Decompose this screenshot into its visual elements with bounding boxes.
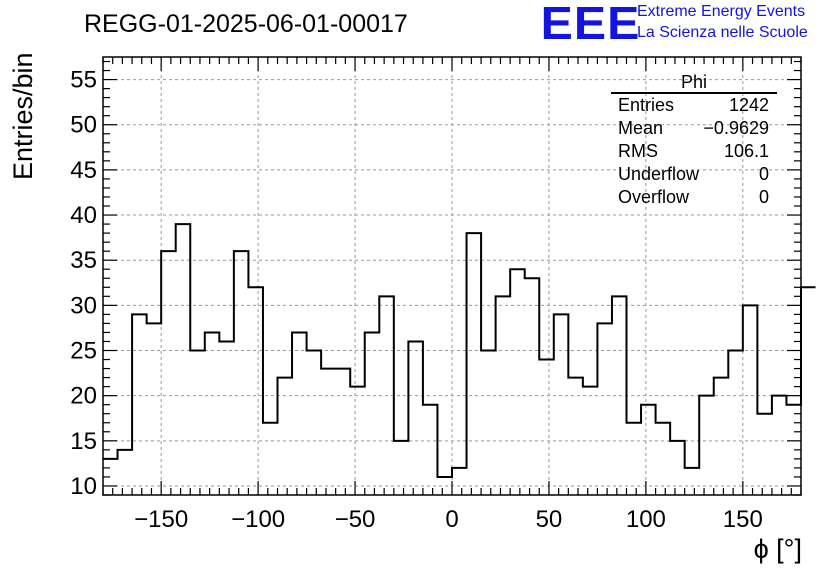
stats-label: Entries: [618, 95, 675, 115]
histogram-bin: [627, 423, 642, 495]
histogram-bin: [539, 360, 554, 495]
histogram-bin: [307, 351, 322, 495]
x-tick-label: 100: [626, 506, 666, 533]
histogram-bin: [321, 369, 336, 495]
histogram-bin: [496, 296, 511, 495]
histogram-bin: [612, 296, 627, 495]
histogram-bin: [365, 332, 380, 495]
y-tick-label: 25: [70, 338, 97, 365]
y-tick-label: 40: [70, 202, 97, 229]
histogram-bin: [147, 323, 162, 495]
histogram-bin: [597, 323, 612, 495]
stats-label: Overflow: [618, 187, 690, 207]
stats-row: Underflow 0: [611, 163, 777, 186]
y-tick-label: 10: [70, 473, 97, 500]
y-tick-label: 50: [70, 112, 97, 139]
x-tick-label: 0: [445, 506, 458, 533]
histogram-bin: [394, 441, 409, 495]
histogram-bin: [423, 405, 438, 495]
x-tick-label: 150: [723, 506, 763, 533]
x-tick-label: −50: [335, 506, 376, 533]
stats-row: Overflow 0: [611, 186, 777, 209]
histogram-bin: [801, 287, 816, 495]
logo-line-1: Extreme Energy Events: [637, 3, 806, 20]
logo-line-2: La Scienza nelle Scuole: [637, 24, 808, 41]
stats-value: −0.9629: [703, 118, 769, 138]
y-tick-label: 15: [70, 428, 97, 455]
histogram-bin: [583, 387, 598, 495]
histogram-bin: [510, 269, 525, 495]
stats-label: Underflow: [618, 164, 700, 184]
stats-row: RMS 106.1: [611, 140, 777, 163]
histogram-bin: [670, 441, 685, 495]
histogram-bin: [379, 296, 394, 495]
histogram-bin: [568, 378, 583, 495]
stats-box: Phi Entries 1242 Mean −0.9629 RMS 106.1 …: [611, 72, 777, 209]
histogram-bin: [757, 414, 772, 495]
x-tick-label: −100: [231, 506, 285, 533]
histogram-bin: [452, 468, 467, 495]
stats-value: 106.1: [723, 141, 769, 161]
histogram-bin: [278, 378, 293, 495]
histogram-bin: [467, 233, 482, 495]
y-tick-label: 35: [70, 247, 97, 274]
histogram-bin: [743, 305, 758, 495]
histogram-bin: [656, 423, 671, 495]
histogram-series: [103, 223, 816, 478]
histogram-bin: [728, 351, 743, 495]
y-tick-label: 20: [70, 383, 97, 410]
x-tick-label: −150: [134, 506, 188, 533]
histogram-bin: [132, 314, 147, 495]
histogram-bin: [161, 251, 176, 495]
histogram-bin: [554, 314, 569, 495]
stats-value: 1242: [728, 95, 769, 115]
x-tick-label: 50: [536, 506, 563, 533]
eee-logo: EEE: [540, 0, 641, 49]
stats-value: 0: [758, 187, 769, 207]
histogram-bin: [350, 387, 365, 495]
histogram-bin: [205, 332, 220, 495]
histogram-bin: [772, 396, 787, 495]
stats-title: Phi: [611, 72, 777, 94]
stats-value: 0: [758, 164, 769, 184]
x-axis-label: ϕ [°]: [753, 534, 802, 564]
stats-label: Mean: [618, 118, 664, 138]
histogram-bin: [525, 278, 540, 495]
stats-label: RMS: [618, 141, 658, 161]
histogram-bin: [248, 287, 263, 495]
histogram-bin: [481, 351, 496, 495]
histogram-bin: [292, 332, 307, 495]
histogram-bin: [437, 477, 452, 495]
y-tick-label: 30: [70, 292, 97, 319]
stats-row: Mean −0.9629: [611, 117, 777, 140]
histogram-bin: [714, 378, 729, 495]
chart-title: REGG-01-2025-06-01-00017: [84, 10, 408, 38]
histogram-bin: [176, 224, 191, 495]
stats-row: Entries 1242: [611, 94, 777, 117]
histogram-bin: [685, 468, 700, 495]
histogram-bin: [219, 341, 234, 495]
histogram-bin: [699, 396, 714, 495]
histogram-bin: [641, 405, 656, 495]
histogram-bin: [234, 251, 249, 495]
histogram-bin: [408, 341, 423, 495]
histogram-bin: [190, 351, 205, 495]
y-axis-label: Entries/bin: [8, 52, 38, 180]
histogram-bin: [263, 423, 278, 495]
histogram-bin: [336, 369, 351, 495]
y-tick-label: 45: [70, 157, 97, 184]
y-tick-label: 55: [70, 67, 97, 94]
histogram-bin: [118, 450, 133, 495]
